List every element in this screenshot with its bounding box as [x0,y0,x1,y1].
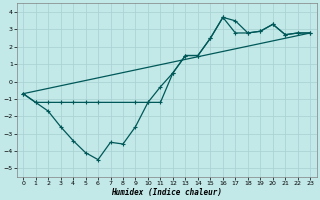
X-axis label: Humidex (Indice chaleur): Humidex (Indice chaleur) [111,188,222,197]
